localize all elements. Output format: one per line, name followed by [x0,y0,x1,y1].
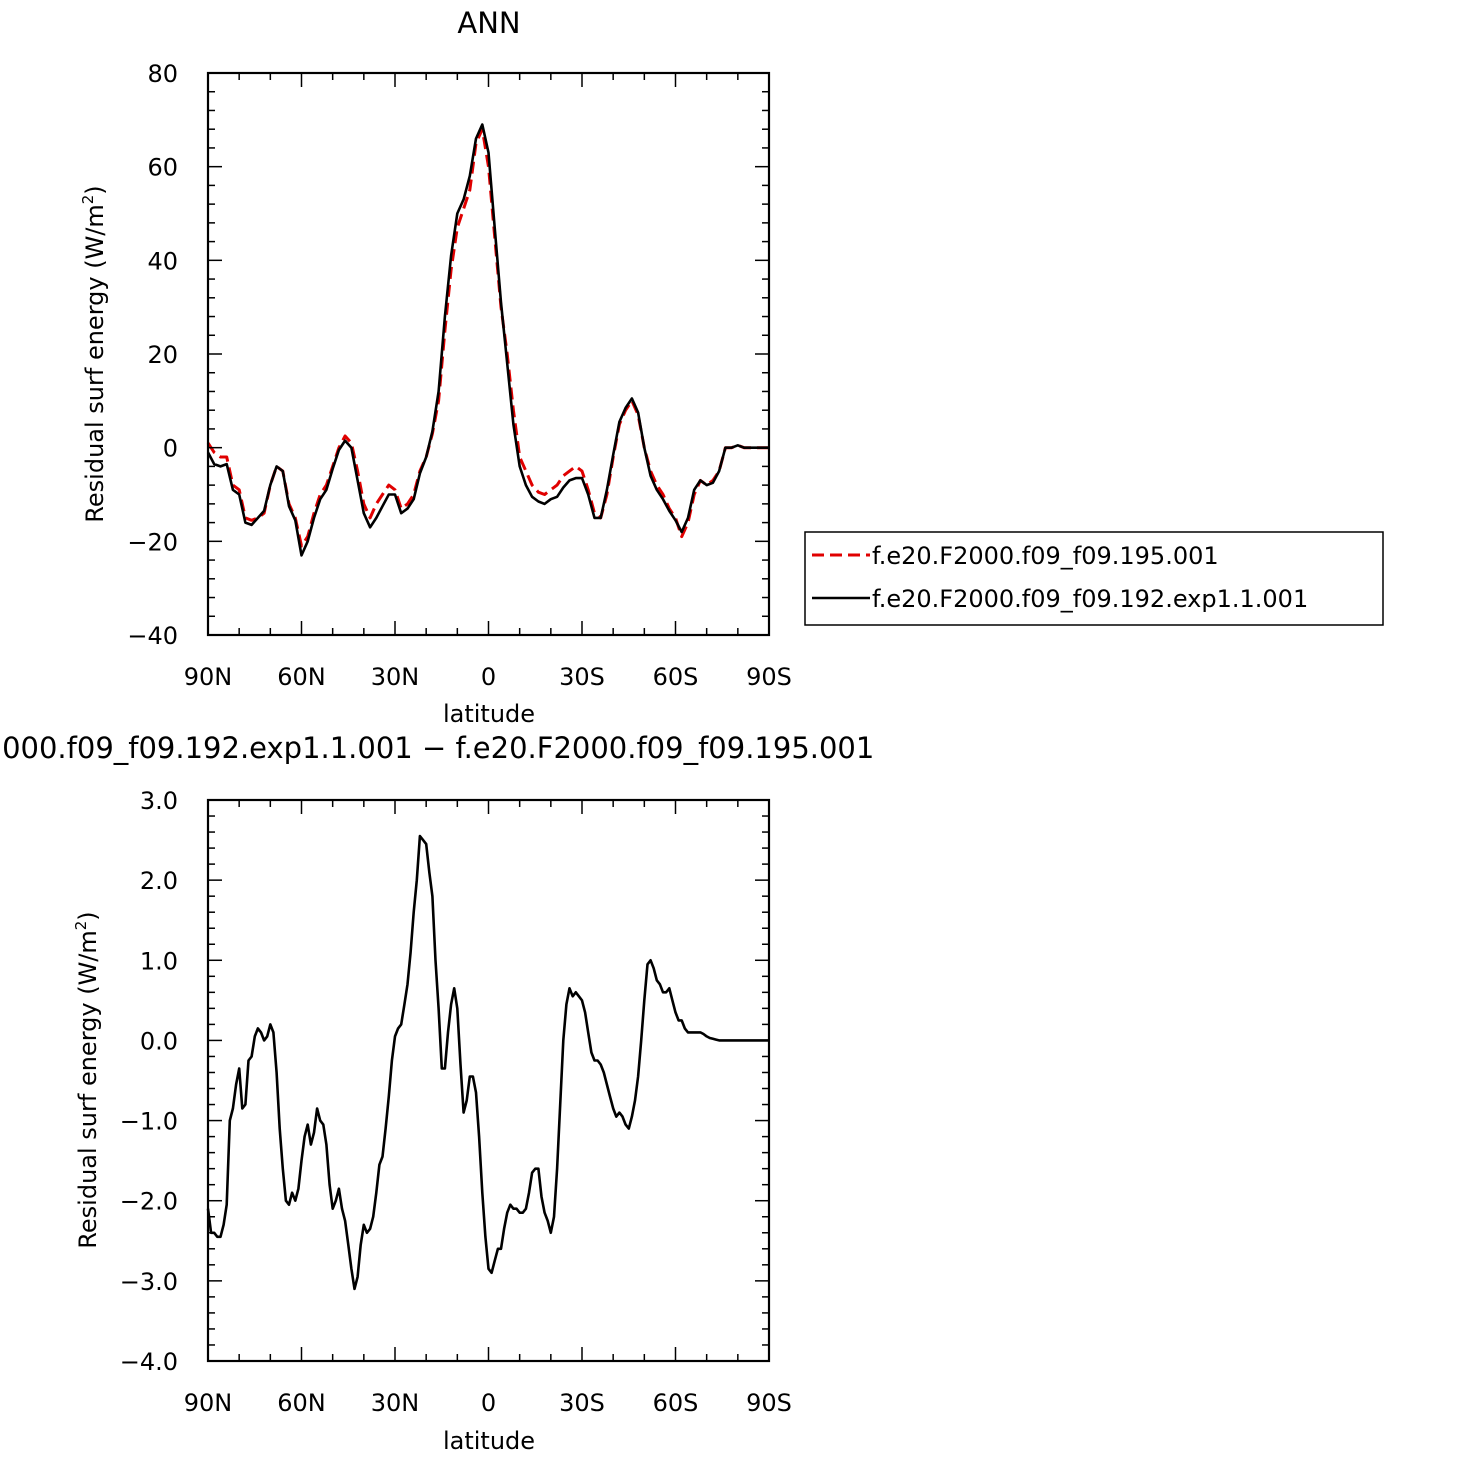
top-panel-title: ANN [457,6,520,40]
legend: f.e20.F2000.f09_f09.195.001 f.e20.F2000.… [804,531,1384,626]
y-tick-label: −2.0 [120,1188,178,1216]
y-tick-label: −1.0 [120,1108,178,1136]
x-tick-label: 60N [277,1389,326,1417]
x-tick-label: 90N [184,1389,233,1417]
series-line-1 [206,127,769,548]
x-tick-label: 0 [481,1389,496,1417]
y-tick-label: 0.0 [140,1027,178,1055]
top-panel-lines [206,123,769,557]
top-panel-frame [206,71,771,637]
bottom-panel-x-axis-label: latitude [443,1427,535,1455]
bottom-panel-frame [206,798,771,1363]
bottom-panel-y-axis-label: Residual surf energy (W/m2) [72,911,102,1248]
x-tick-label: 30N [371,1389,420,1417]
bottom-panel: f.e20.F2000.f09_f09.192.exp1.1.001 − f.e… [0,731,874,1455]
legend-entry-1: f.e20.F2000.f09_f09.195.001 [872,542,1219,570]
bottom-panel-title: f.e20.F2000.f09_f09.192.exp1.1.001 − f.e… [0,731,874,765]
x-tick-label: 0 [481,663,496,691]
series-line-2 [206,123,769,557]
y-tick-label: 80 [147,60,178,88]
x-tick-label: 30N [371,663,420,691]
top-panel-y-axis-label: Residual surf energy (W/m2) [79,185,109,522]
series-line-1 [206,834,769,1291]
y-tick-label: 60 [147,154,178,182]
x-tick-label: 60N [277,663,326,691]
x-tick-label: 30S [559,1389,605,1417]
y-tick-label: 40 [147,247,178,275]
y-tick-label: −3.0 [120,1268,178,1296]
top-panel: ANN −40 −20 0 20 40 60 80 90N 60N 30N 0 30S 60S 90S l… [79,6,1384,728]
y-tick-label: 20 [147,341,178,369]
legend-entry-2: f.e20.F2000.f09_f09.192.exp1.1.001 [872,585,1308,613]
top-panel-ticks: −40 −20 0 20 40 60 80 90N 60N 30N 0 30S 60S 90S [127,60,792,691]
x-tick-label: 60S [653,663,699,691]
y-tick-label: 1.0 [140,947,178,975]
x-tick-label: 30S [559,663,605,691]
x-tick-label: 90S [746,1389,792,1417]
x-tick-label: 90S [746,663,792,691]
y-tick-label: −20 [127,528,178,556]
x-tick-label: 60S [653,1389,699,1417]
y-tick-label: 3.0 [140,787,178,815]
top-panel-x-axis-label: latitude [443,700,535,728]
y-tick-label: 2.0 [140,867,178,895]
y-tick-label: 0 [163,435,178,463]
x-tick-label: 90N [184,663,233,691]
bottom-panel-ticks: −4.0 −3.0 −2.0 −1.0 0.0 1.0 2.0 3.0 90N 60N 30N 0 30… [120,787,792,1417]
legend-box [804,531,1384,626]
y-tick-label: −40 [127,622,178,650]
bottom-panel-lines [206,834,769,1291]
y-tick-label: −4.0 [120,1348,178,1376]
